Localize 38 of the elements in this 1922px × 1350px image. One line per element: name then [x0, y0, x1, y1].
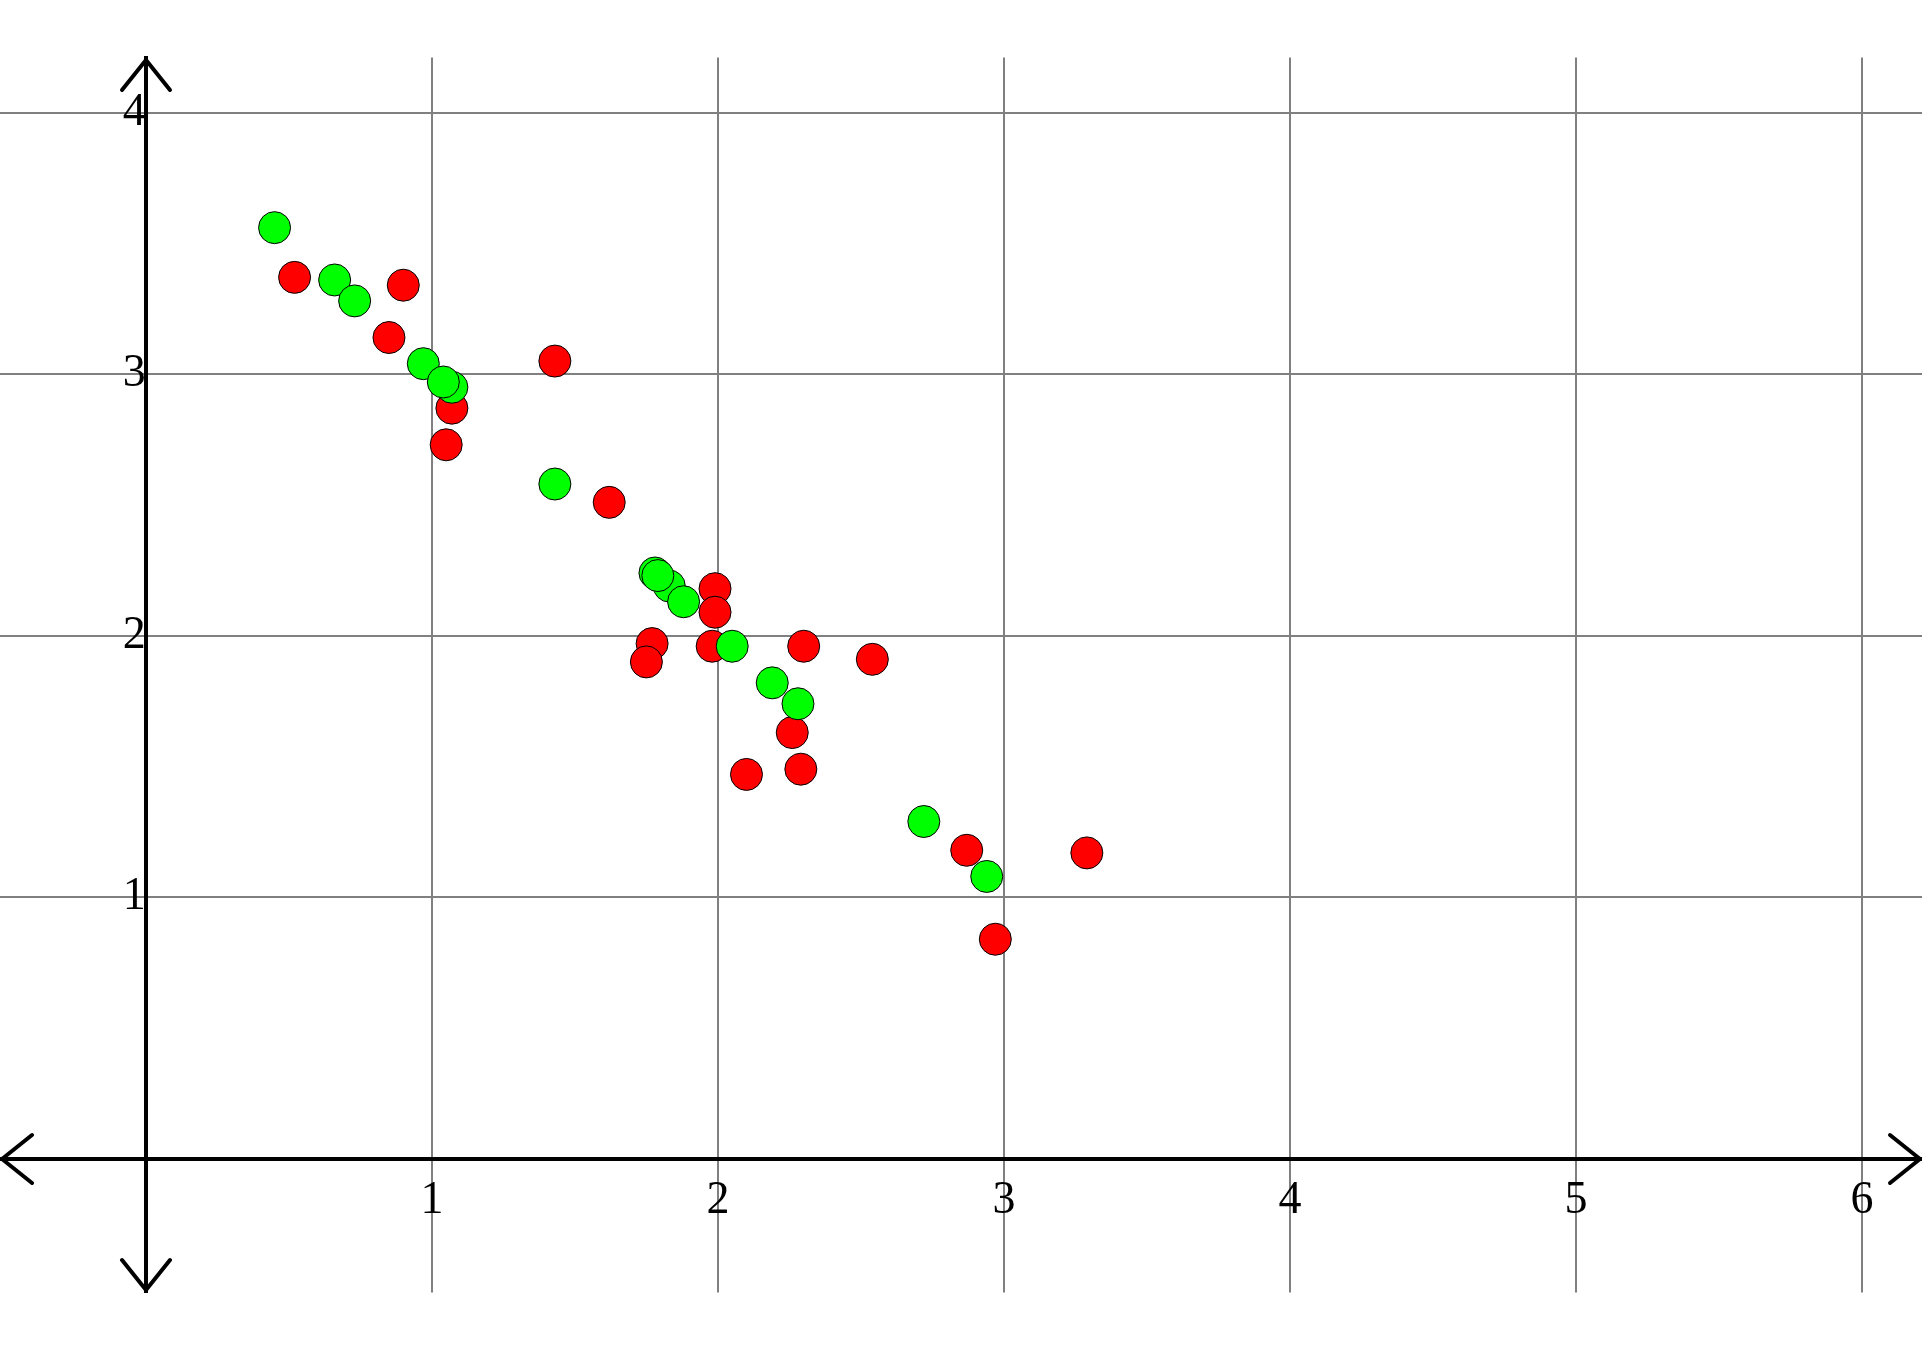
point: [729, 757, 763, 791]
point: [278, 260, 312, 294]
point: [978, 922, 1012, 956]
y-tick-label: 4: [122, 83, 146, 135]
point: [775, 716, 809, 750]
point: [426, 365, 460, 399]
point: [338, 284, 372, 318]
point: [698, 595, 732, 629]
point: [592, 485, 626, 519]
point: [538, 467, 572, 501]
point: [318, 263, 352, 297]
x-tick-label: 2: [706, 1171, 730, 1223]
x-tick-label: 6: [1850, 1171, 1874, 1223]
point: [715, 629, 749, 663]
point: [970, 859, 1004, 893]
point: [406, 347, 440, 381]
point: [629, 645, 663, 679]
point: [386, 268, 420, 302]
point: [258, 211, 292, 245]
x-tick-label: 3: [992, 1171, 1016, 1223]
x-tick-label: 4: [1278, 1171, 1302, 1223]
point: [784, 752, 818, 786]
point: [755, 666, 789, 700]
point: [667, 585, 701, 619]
point: [429, 428, 463, 462]
y-tick-label: 2: [122, 606, 146, 658]
x-tick-label: 1: [420, 1171, 444, 1223]
point: [907, 805, 941, 838]
point: [538, 344, 572, 378]
y-tick-label: 1: [122, 868, 146, 920]
point: [372, 321, 406, 355]
point: [950, 833, 984, 867]
point: [1070, 836, 1104, 870]
point: [781, 687, 815, 721]
y-tick-label: 3: [122, 345, 146, 397]
point: [855, 642, 889, 676]
point: [787, 629, 821, 663]
x-tick-label: 5: [1564, 1171, 1588, 1223]
